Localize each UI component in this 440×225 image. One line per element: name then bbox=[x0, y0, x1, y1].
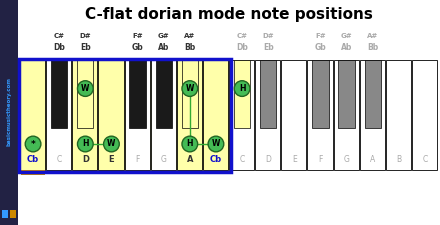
Text: A#: A# bbox=[367, 33, 378, 39]
Text: Ab: Ab bbox=[341, 43, 352, 52]
Bar bbox=[10, 210, 16, 218]
Bar bbox=[229, 60, 254, 170]
Text: C-flat dorian mode note positions: C-flat dorian mode note positions bbox=[85, 7, 373, 22]
Bar bbox=[72, 60, 97, 170]
Text: D: D bbox=[82, 155, 89, 164]
Text: D: D bbox=[265, 155, 271, 164]
Text: Cb: Cb bbox=[210, 155, 222, 164]
Bar bbox=[260, 60, 276, 128]
Text: G#: G# bbox=[158, 33, 169, 39]
Text: F#: F# bbox=[132, 33, 143, 39]
Text: C: C bbox=[422, 155, 428, 164]
Bar bbox=[125, 60, 150, 170]
Circle shape bbox=[77, 136, 93, 152]
Text: Eb: Eb bbox=[263, 43, 274, 52]
Text: A: A bbox=[370, 155, 375, 164]
Bar bbox=[203, 60, 228, 170]
Text: W: W bbox=[186, 84, 194, 93]
Text: G: G bbox=[161, 155, 167, 164]
Text: F: F bbox=[136, 155, 140, 164]
Bar bbox=[77, 60, 93, 128]
Text: W: W bbox=[81, 84, 89, 93]
Bar bbox=[338, 60, 355, 128]
Text: A: A bbox=[187, 155, 193, 164]
Bar bbox=[312, 60, 329, 128]
Text: H: H bbox=[239, 84, 246, 93]
Text: B: B bbox=[396, 155, 401, 164]
Text: Eb: Eb bbox=[80, 43, 91, 52]
Text: D#: D# bbox=[80, 33, 91, 39]
Bar bbox=[129, 60, 146, 128]
Text: G#: G# bbox=[341, 33, 352, 39]
Text: Gb: Gb bbox=[132, 43, 143, 52]
Text: Bb: Bb bbox=[367, 43, 378, 52]
Bar bbox=[365, 60, 381, 128]
Circle shape bbox=[77, 81, 93, 96]
Bar bbox=[51, 60, 67, 128]
Bar bbox=[46, 60, 71, 170]
Text: H: H bbox=[187, 140, 193, 148]
Bar bbox=[2, 210, 8, 218]
Circle shape bbox=[182, 81, 198, 96]
Text: C: C bbox=[57, 155, 62, 164]
Text: C#: C# bbox=[237, 33, 248, 39]
Bar bbox=[182, 60, 198, 128]
Bar bbox=[281, 60, 306, 170]
Text: W: W bbox=[107, 140, 116, 148]
Circle shape bbox=[25, 136, 41, 152]
Text: A#: A# bbox=[184, 33, 195, 39]
Bar bbox=[19, 60, 230, 170]
Circle shape bbox=[103, 136, 119, 152]
Bar bbox=[150, 60, 176, 170]
Text: Db: Db bbox=[236, 43, 248, 52]
Text: F#: F# bbox=[315, 33, 326, 39]
Bar bbox=[20, 60, 45, 170]
Text: F: F bbox=[318, 155, 323, 164]
Bar bbox=[177, 60, 202, 170]
Bar bbox=[386, 60, 411, 170]
Text: C: C bbox=[239, 155, 245, 164]
Bar bbox=[0, 0, 18, 225]
Circle shape bbox=[208, 136, 224, 152]
Bar bbox=[412, 60, 437, 170]
Text: D#: D# bbox=[262, 33, 274, 39]
Text: Db: Db bbox=[53, 43, 65, 52]
Circle shape bbox=[234, 81, 250, 96]
Circle shape bbox=[182, 136, 198, 152]
Bar bbox=[156, 60, 172, 128]
Bar bbox=[255, 60, 280, 170]
Bar bbox=[99, 60, 124, 170]
Text: H: H bbox=[82, 140, 88, 148]
Text: *: * bbox=[31, 140, 36, 148]
Text: C#: C# bbox=[54, 33, 65, 39]
Bar bbox=[359, 60, 385, 170]
Bar bbox=[334, 60, 359, 170]
Text: E: E bbox=[109, 155, 114, 164]
Bar bbox=[21, 170, 45, 175]
Bar bbox=[308, 60, 333, 170]
Bar bbox=[18, 58, 231, 171]
Text: Bb: Bb bbox=[184, 43, 195, 52]
Text: G: G bbox=[344, 155, 349, 164]
Text: W: W bbox=[212, 140, 220, 148]
Text: E: E bbox=[292, 155, 297, 164]
Text: Ab: Ab bbox=[158, 43, 169, 52]
Text: Cb: Cb bbox=[27, 155, 39, 164]
Text: basicmusictheory.com: basicmusictheory.com bbox=[7, 78, 11, 146]
Bar bbox=[234, 60, 250, 128]
Text: Gb: Gb bbox=[315, 43, 326, 52]
